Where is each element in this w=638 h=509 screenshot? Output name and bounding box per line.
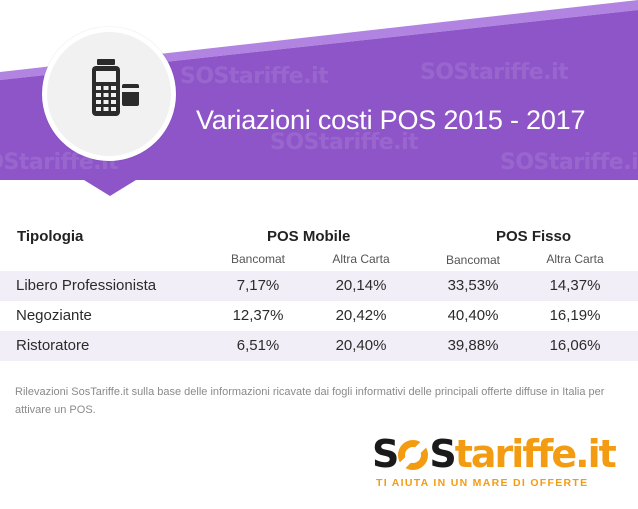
watermark: SOStariffe.it [420,60,569,85]
table-cell: 6,51% [236,337,280,354]
sostariffe-logo: S Stariffe.it TI AIUTA IN UN MARE DI OFFE… [372,432,617,496]
column-group-pos-mobile: POS Mobile [267,228,351,245]
logo-wordmark: S Stariffe.it [372,432,617,476]
subheader-altra-carta: Altra Carta [332,252,390,266]
logo-domain: tariffe.it [454,432,617,476]
table-row: Libero Professionista 7,17% 20,14% 33,53… [0,271,638,301]
header-banner: SOStariffe.it SOStariffe.it SOStariffe.i… [0,0,638,196]
page-title: Variazioni costi POS 2015 - 2017 [196,105,586,135]
table-cell: 12,37% [232,307,284,324]
subheader-altra-carta: Altra Carta [546,252,604,266]
subheader-bancomat: Bancomat [230,252,286,266]
table-cell: 14,37% [549,277,601,294]
table-cell: 20,14% [335,277,387,294]
table-cell: 16,19% [549,307,601,324]
table-cell: 20,42% [335,307,387,324]
watermark: SOStariffe.it [180,64,329,89]
table-cell: 16,06% [549,337,601,354]
table-cell: 40,40% [447,307,499,324]
table-row: Negoziante 12,37% 20,42% 40,40% 16,19% [0,301,638,331]
pos-terminal-icon [92,59,139,116]
subheader-bancomat: Bancomat [445,253,501,267]
table-cell: 33,53% [447,277,499,294]
logo-tagline: TI AIUTA IN UN MARE DI OFFERTE [376,477,589,489]
table-row: Ristoratore 6,51% 20,40% 39,88% 16,06% [0,331,638,361]
column-header-tipologia: Tipologia [17,228,84,245]
watermark: SOStariffe.it [500,150,638,175]
icon-badge [42,27,176,161]
logo-letter: S [429,432,456,476]
table-cell: 20,40% [335,337,387,354]
table-cell: 39,88% [447,337,499,354]
logo-letter: S [372,432,399,476]
row-label: Negoziante [16,307,92,324]
column-group-pos-fisso: POS Fisso [496,228,572,245]
lifebuoy-icon [398,440,429,470]
table-cell: 7,17% [236,277,280,294]
row-label: Ristoratore [16,337,90,354]
source-note: Rilevazioni SosTariffe.it sulla base del… [15,386,605,416]
watermark: SOStariffe.it [270,130,419,155]
row-label: Libero Professionista [16,277,157,294]
